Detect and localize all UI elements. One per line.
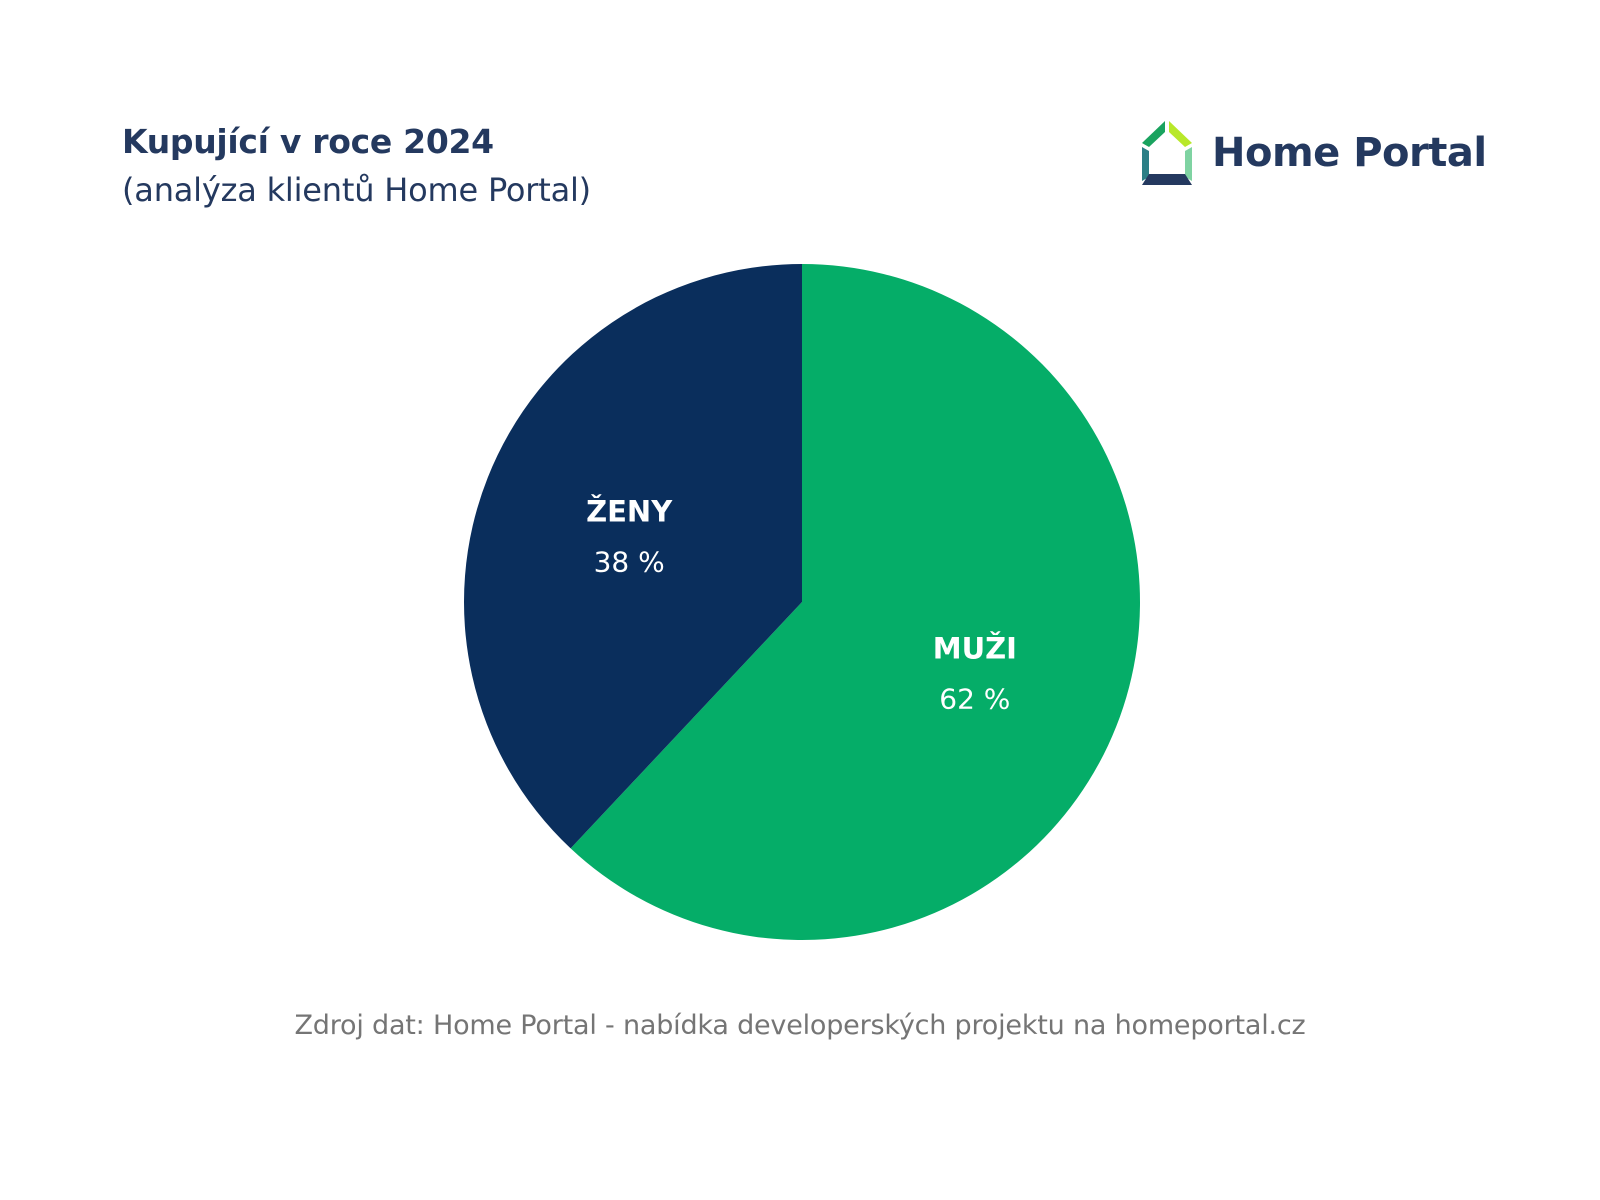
chart-title: Kupující v roce 2024	[122, 122, 494, 161]
slice-label-0: MUŽI	[933, 631, 1017, 665]
pie-labels: MUŽI 62 % ŽENY 38 %	[586, 495, 1017, 716]
slice-value-0: 62 %	[939, 682, 1010, 715]
brand-logo-block: Home Portal	[1138, 118, 1487, 188]
pie-slice-0	[570, 264, 1140, 941]
title-block: Kupující v roce 2024 (analýza klientů Ho…	[122, 118, 591, 214]
chart-subtitle: (analýza klientů Home Portal)	[122, 171, 591, 209]
data-source-note: Zdroj dat: Home Portal - nabídka develop…	[294, 1010, 1306, 1041]
pie-slice-1	[464, 264, 802, 849]
slice-value-1: 38 %	[594, 546, 665, 579]
pie-slices	[464, 264, 1140, 941]
brand-name: Home Portal	[1212, 130, 1487, 176]
house-outline-icon	[1142, 121, 1192, 185]
slice-label-1: ŽENY	[586, 495, 673, 529]
